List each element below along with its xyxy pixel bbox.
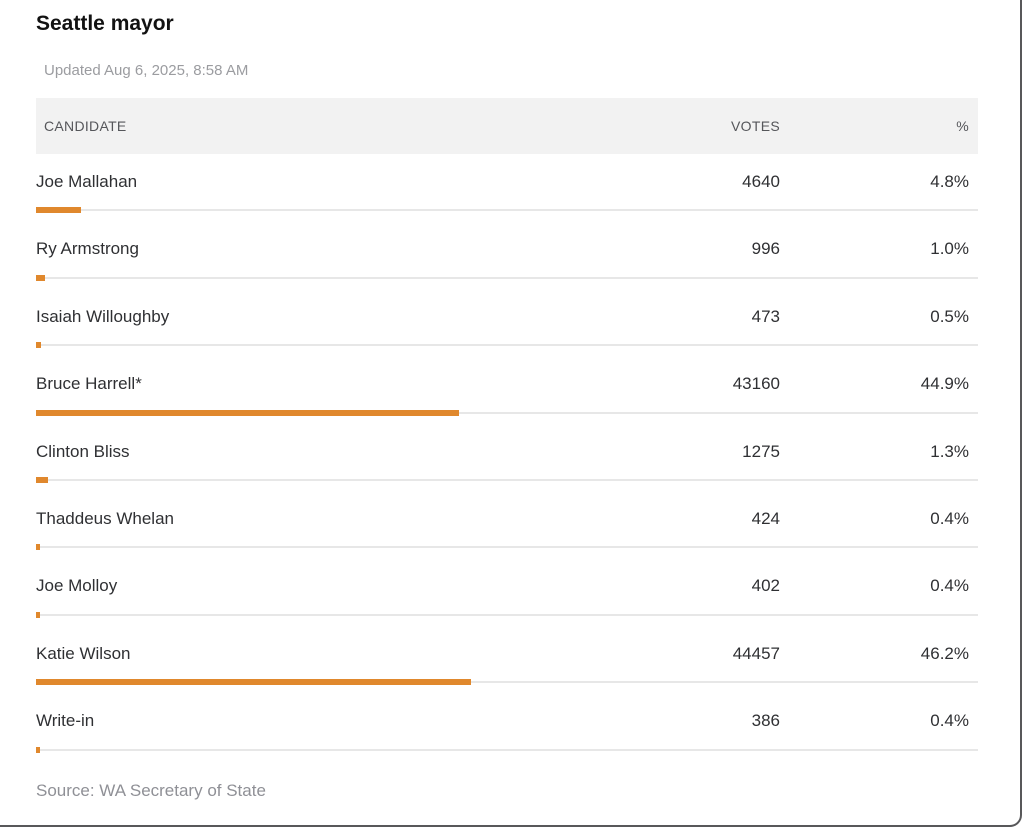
result-bar [36, 207, 82, 214]
table-header: CANDIDATE VOTES % [36, 98, 978, 154]
result-bar [36, 476, 49, 483]
bar-baseline [36, 344, 978, 347]
source-attribution: Source: WA Secretary of State [36, 780, 266, 800]
result-bar-track [36, 476, 978, 483]
table-row: Clinton Bliss 1275 1.3% [36, 424, 978, 491]
bar-baseline [36, 613, 978, 616]
candidate-name: Joe Molloy [36, 576, 118, 596]
bar-baseline [36, 748, 978, 751]
result-bar-track [36, 409, 978, 416]
vote-percentage: 46.2% [920, 643, 969, 663]
table-row: Joe Mallahan 4640 4.8% [36, 154, 978, 221]
result-bar-track [36, 746, 978, 753]
vote-count: 402 [751, 576, 780, 596]
candidate-name: Clinton Bliss [36, 441, 130, 461]
result-bar-track [36, 611, 978, 618]
table-row: Write-in 386 0.4% [36, 693, 978, 760]
bar-baseline [36, 546, 978, 549]
result-bar [36, 274, 46, 281]
page-title: Seattle mayor [36, 12, 174, 35]
column-header-candidate: CANDIDATE [44, 118, 127, 134]
column-header-percent: % [956, 118, 969, 134]
result-bar [36, 409, 459, 416]
result-bar [36, 679, 472, 686]
bar-baseline [36, 681, 978, 684]
result-bar [36, 544, 40, 551]
result-bar [36, 611, 40, 618]
vote-percentage: 44.9% [920, 374, 969, 394]
bar-baseline [36, 478, 978, 481]
result-bar [36, 746, 40, 753]
table-row: Ry Armstrong 996 1.0% [36, 221, 978, 288]
column-header-votes: VOTES [731, 118, 780, 134]
vote-percentage: 1.3% [930, 441, 969, 461]
result-bar-track [36, 274, 978, 281]
vote-count: 996 [751, 239, 780, 259]
vote-percentage: 1.0% [930, 239, 969, 259]
vote-count: 424 [751, 508, 780, 528]
vote-percentage: 4.8% [930, 172, 969, 191]
election-results-widget: Seattle mayor Updated Aug 6, 2025, 8:58 … [36, 12, 978, 801]
table-row: Bruce Harrell* 43160 44.9% [36, 356, 978, 423]
table-row: Thaddeus Whelan 424 0.4% [36, 491, 978, 558]
vote-percentage: 0.5% [930, 306, 969, 326]
table-row: Joe Molloy 402 0.4% [36, 558, 978, 625]
bar-baseline [36, 209, 978, 212]
vote-count: 44457 [732, 643, 780, 663]
vote-percentage: 0.4% [930, 508, 969, 528]
updated-timestamp: Updated Aug 6, 2025, 8:58 AM [44, 62, 249, 79]
candidate-name: Joe Mallahan [36, 172, 138, 191]
results-table-body: Joe Mallahan 4640 4.8% Ry Armstrong 996 … [36, 154, 978, 761]
vote-count: 4640 [742, 172, 780, 191]
table-row: Katie Wilson 44457 46.2% [36, 626, 978, 693]
candidate-name: Katie Wilson [36, 643, 131, 663]
candidate-name: Isaiah Willoughby [36, 306, 170, 326]
bar-baseline [36, 276, 978, 279]
vote-count: 473 [751, 306, 780, 326]
vote-percentage: 0.4% [930, 576, 969, 596]
result-bar-track [36, 207, 978, 214]
candidate-name: Ry Armstrong [36, 239, 139, 259]
result-bar-track [36, 679, 978, 686]
table-row: Isaiah Willoughby 473 0.5% [36, 289, 978, 356]
vote-count: 1275 [742, 441, 780, 461]
vote-count: 386 [751, 711, 780, 731]
result-bar-track [36, 544, 978, 551]
result-bar [36, 342, 41, 349]
candidate-name: Thaddeus Whelan [36, 508, 174, 528]
vote-percentage: 0.4% [930, 711, 969, 731]
result-bar-track [36, 342, 978, 349]
candidate-name: Bruce Harrell* [36, 374, 142, 394]
vote-count: 43160 [732, 374, 780, 394]
bar-baseline [36, 411, 978, 414]
candidate-name: Write-in [36, 711, 95, 731]
